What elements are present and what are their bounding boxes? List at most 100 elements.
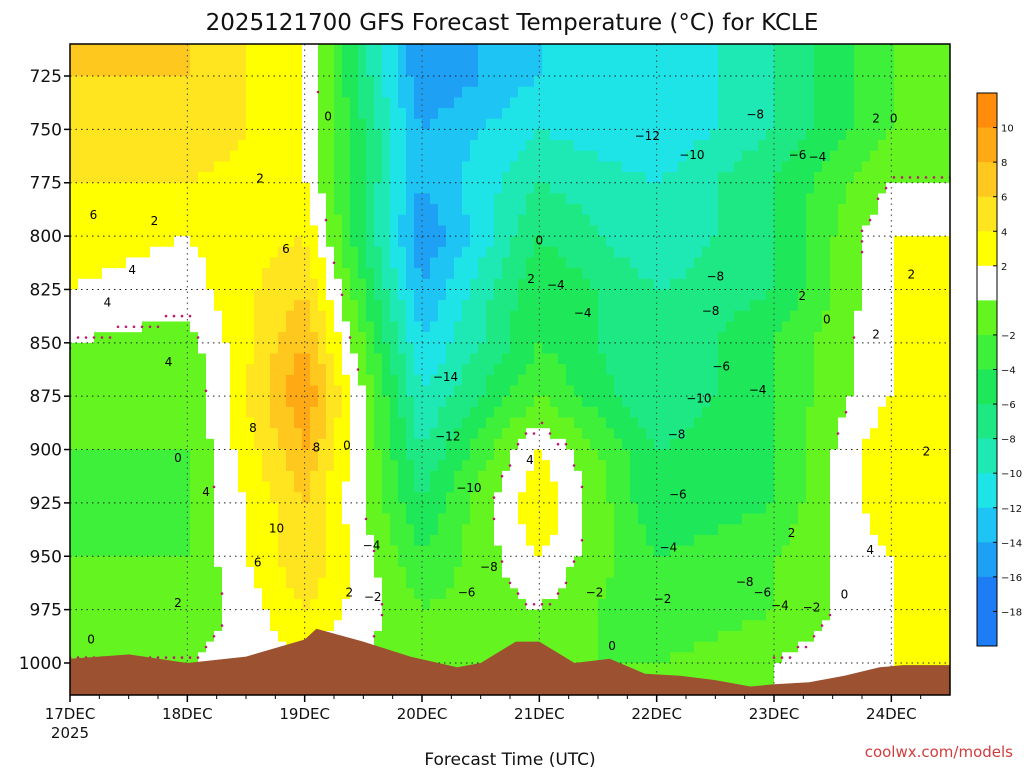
temperature-cell xyxy=(438,97,447,109)
temperature-cell xyxy=(526,556,535,568)
temperature-cell xyxy=(454,364,463,376)
temperature-cell xyxy=(630,556,639,568)
temperature-cell xyxy=(398,278,407,291)
temperature-cell xyxy=(718,417,727,429)
temperature-cell xyxy=(638,374,647,387)
temperature-cell xyxy=(414,620,423,632)
temperature-cell xyxy=(134,449,143,461)
temperature-cell xyxy=(70,534,79,547)
temperature-cell xyxy=(590,300,599,312)
temperature-cell xyxy=(254,438,263,451)
temperature-cell xyxy=(558,150,567,162)
temperature-cell xyxy=(662,630,671,643)
temperature-cell xyxy=(334,342,343,355)
temperature-cell xyxy=(334,534,343,547)
temperature-cell xyxy=(494,332,503,344)
temperature-cell xyxy=(262,161,271,173)
temperature-cell xyxy=(422,182,431,195)
temperature-cell xyxy=(190,342,199,355)
temperature-cell xyxy=(286,545,295,557)
temperature-cell xyxy=(406,54,415,66)
temperature-cell xyxy=(238,417,247,429)
temperature-cell xyxy=(334,556,343,568)
temperature-cell xyxy=(102,268,111,280)
temperature-cell xyxy=(470,620,479,632)
temperature-cell xyxy=(158,556,167,568)
temperature-cell xyxy=(550,140,559,152)
temperature-cell xyxy=(494,556,503,568)
temperature-cell xyxy=(206,364,215,376)
temperature-cell xyxy=(654,161,663,173)
temperature-cell xyxy=(510,278,519,291)
temperature-cell xyxy=(574,161,583,173)
temperature-cell xyxy=(198,481,207,493)
temperature-cell xyxy=(510,406,519,419)
temperature-cell xyxy=(198,460,207,472)
temperature-cell xyxy=(206,598,215,611)
temperature-cell xyxy=(502,150,511,162)
temperature-cell xyxy=(614,150,623,162)
temperature-cell xyxy=(174,374,183,387)
temperature-cell xyxy=(654,524,663,536)
temperature-cell xyxy=(686,300,695,312)
temperature-cell xyxy=(694,86,703,98)
temperature-cell xyxy=(566,129,575,141)
temperature-cell xyxy=(574,577,583,589)
temperature-cell xyxy=(262,513,271,525)
temperature-cell xyxy=(414,534,423,547)
temperature-cell xyxy=(542,182,551,195)
temperature-cell xyxy=(358,502,367,515)
temperature-cell xyxy=(662,577,671,589)
temperature-cell xyxy=(102,577,111,589)
temperature-cell xyxy=(686,641,695,653)
temperature-cell xyxy=(566,150,575,162)
temperature-cell xyxy=(638,481,647,493)
temperature-cell xyxy=(182,577,191,589)
temperature-cell xyxy=(606,588,615,600)
temperature-cell xyxy=(702,353,711,365)
temperature-cell xyxy=(278,545,287,557)
temperature-cell xyxy=(542,108,551,120)
temperature-cell xyxy=(670,108,679,120)
temperature-cell xyxy=(662,406,671,419)
temperature-cell xyxy=(158,161,167,173)
temperature-cell xyxy=(326,577,335,589)
temperature-cell xyxy=(510,300,519,312)
temperature-cell xyxy=(270,566,279,579)
temperature-cell xyxy=(614,396,623,408)
temperature-cell xyxy=(182,566,191,579)
temperature-cell xyxy=(414,588,423,600)
temperature-cell xyxy=(630,278,639,291)
temperature-cell xyxy=(454,44,463,56)
temperature-cell xyxy=(158,150,167,162)
temperature-cell xyxy=(582,449,591,461)
temperature-cell xyxy=(406,406,415,419)
temperature-cell xyxy=(366,428,375,440)
temperature-cell xyxy=(606,652,615,664)
temperature-cell xyxy=(574,118,583,130)
temperature-cell xyxy=(718,598,727,611)
temperature-cell xyxy=(470,257,479,269)
temperature-cell xyxy=(438,321,447,333)
temperature-cell xyxy=(86,182,95,195)
temperature-cell xyxy=(78,438,87,451)
temperature-cell xyxy=(326,428,335,440)
temperature-cell xyxy=(382,577,391,589)
temperature-cell xyxy=(654,374,663,387)
temperature-cell xyxy=(638,620,647,632)
temperature-cell xyxy=(142,556,151,568)
temperature-cell xyxy=(630,65,639,77)
temperature-cell xyxy=(678,76,687,88)
temperature-cell xyxy=(710,492,719,504)
temperature-cell xyxy=(374,534,383,547)
temperature-cell xyxy=(150,225,159,237)
temperature-cell xyxy=(694,129,703,141)
temperature-cell xyxy=(622,492,631,504)
temperature-cell xyxy=(558,193,567,205)
temperature-cell xyxy=(294,609,303,621)
temperature-cell xyxy=(574,342,583,355)
temperature-cell xyxy=(262,438,271,451)
temperature-cell xyxy=(70,86,79,98)
temperature-cell xyxy=(238,460,247,472)
temperature-cell xyxy=(150,172,159,184)
